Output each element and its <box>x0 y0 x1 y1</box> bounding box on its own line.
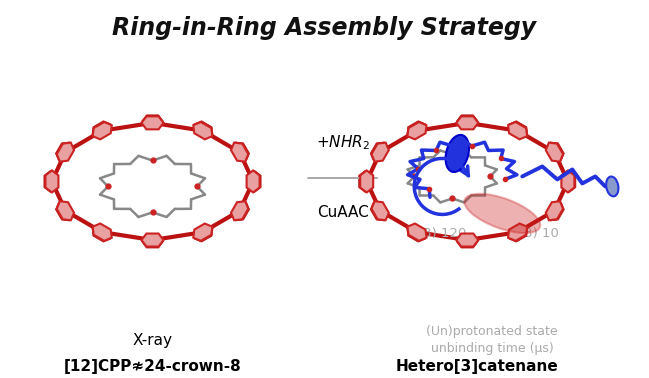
Polygon shape <box>56 201 74 220</box>
Polygon shape <box>359 170 372 192</box>
Polygon shape <box>141 234 164 246</box>
Text: +$NHR_2$: +$NHR_2$ <box>315 134 369 152</box>
Text: Hetero[3]catenane: Hetero[3]catenane <box>396 358 559 373</box>
Text: (3) 120: (3) 120 <box>418 227 467 240</box>
Polygon shape <box>141 235 164 248</box>
Polygon shape <box>360 170 373 192</box>
Polygon shape <box>407 121 426 138</box>
Text: CuAAC: CuAAC <box>317 206 369 220</box>
Polygon shape <box>232 142 250 161</box>
Polygon shape <box>546 201 563 220</box>
Polygon shape <box>561 170 574 192</box>
Polygon shape <box>55 142 73 161</box>
Polygon shape <box>509 121 528 138</box>
Polygon shape <box>55 202 73 221</box>
Polygon shape <box>194 225 213 242</box>
Polygon shape <box>93 223 112 241</box>
Polygon shape <box>456 234 478 246</box>
Polygon shape <box>193 122 212 139</box>
Polygon shape <box>456 116 478 129</box>
Polygon shape <box>231 143 249 162</box>
Polygon shape <box>247 170 260 192</box>
Polygon shape <box>371 143 389 162</box>
Polygon shape <box>141 115 164 128</box>
Polygon shape <box>44 170 57 192</box>
Polygon shape <box>92 121 111 138</box>
Polygon shape <box>456 115 478 128</box>
Polygon shape <box>194 121 213 138</box>
Polygon shape <box>193 223 212 241</box>
Polygon shape <box>408 122 426 139</box>
Polygon shape <box>456 235 478 248</box>
Polygon shape <box>248 170 261 192</box>
Polygon shape <box>371 201 389 220</box>
Polygon shape <box>232 202 250 221</box>
Text: (Un)protonated state
unbinding time (μs): (Un)protonated state unbinding time (μs) <box>426 325 558 355</box>
Text: Ring-in-Ring Assembly Strategy: Ring-in-Ring Assembly Strategy <box>112 16 537 40</box>
Polygon shape <box>56 143 74 162</box>
Text: (3) 10: (3) 10 <box>519 227 559 240</box>
Ellipse shape <box>464 194 540 233</box>
Polygon shape <box>407 225 426 242</box>
Polygon shape <box>547 202 565 221</box>
Polygon shape <box>45 170 58 192</box>
Ellipse shape <box>446 135 469 172</box>
Polygon shape <box>141 116 164 129</box>
Polygon shape <box>546 143 563 162</box>
Ellipse shape <box>606 177 618 196</box>
Polygon shape <box>509 225 528 242</box>
Polygon shape <box>547 142 565 161</box>
Polygon shape <box>508 122 527 139</box>
Polygon shape <box>563 170 576 192</box>
Polygon shape <box>231 201 249 220</box>
Polygon shape <box>370 202 387 221</box>
Polygon shape <box>92 225 111 242</box>
Text: [12]CPP≉24-crown-8: [12]CPP≉24-crown-8 <box>64 358 241 373</box>
Polygon shape <box>93 122 112 139</box>
Polygon shape <box>408 223 426 241</box>
Polygon shape <box>370 142 387 161</box>
Text: X-ray: X-ray <box>132 333 173 347</box>
Polygon shape <box>508 223 527 241</box>
